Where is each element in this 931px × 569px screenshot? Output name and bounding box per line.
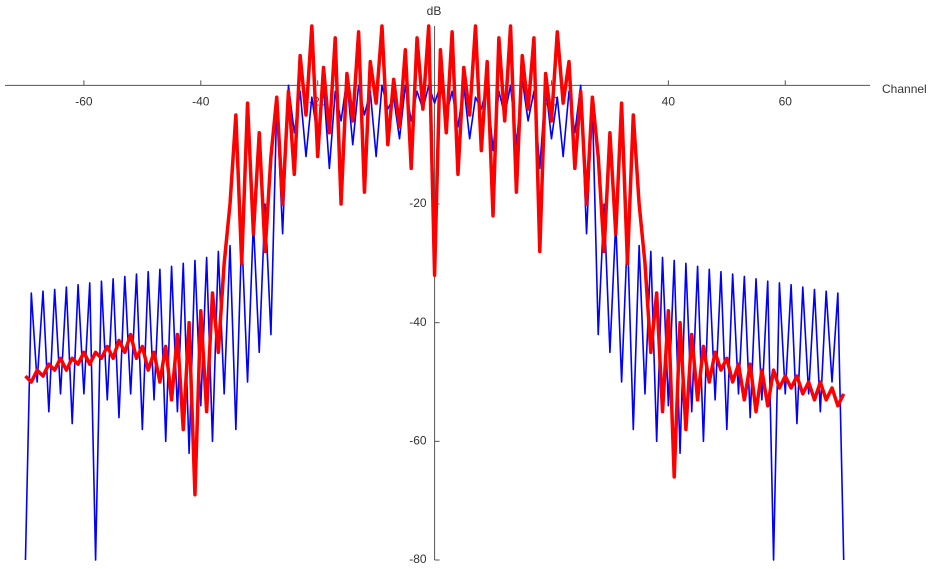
y-tick-label: -60 bbox=[409, 434, 427, 448]
y-tick-label: -40 bbox=[409, 315, 427, 329]
x-tick-label: -60 bbox=[75, 95, 93, 109]
series-line bbox=[24, 24, 846, 497]
x-axis-label: Channel bbox=[882, 82, 927, 96]
series-line bbox=[24, 78, 845, 561]
y-axis-label: dB bbox=[427, 4, 442, 18]
y-tick-label: -80 bbox=[409, 552, 427, 566]
x-tick-label: 60 bbox=[779, 95, 793, 109]
x-tick-label: 40 bbox=[662, 95, 676, 109]
y-tick-label: -20 bbox=[409, 196, 427, 210]
x-tick-label: -40 bbox=[192, 95, 210, 109]
